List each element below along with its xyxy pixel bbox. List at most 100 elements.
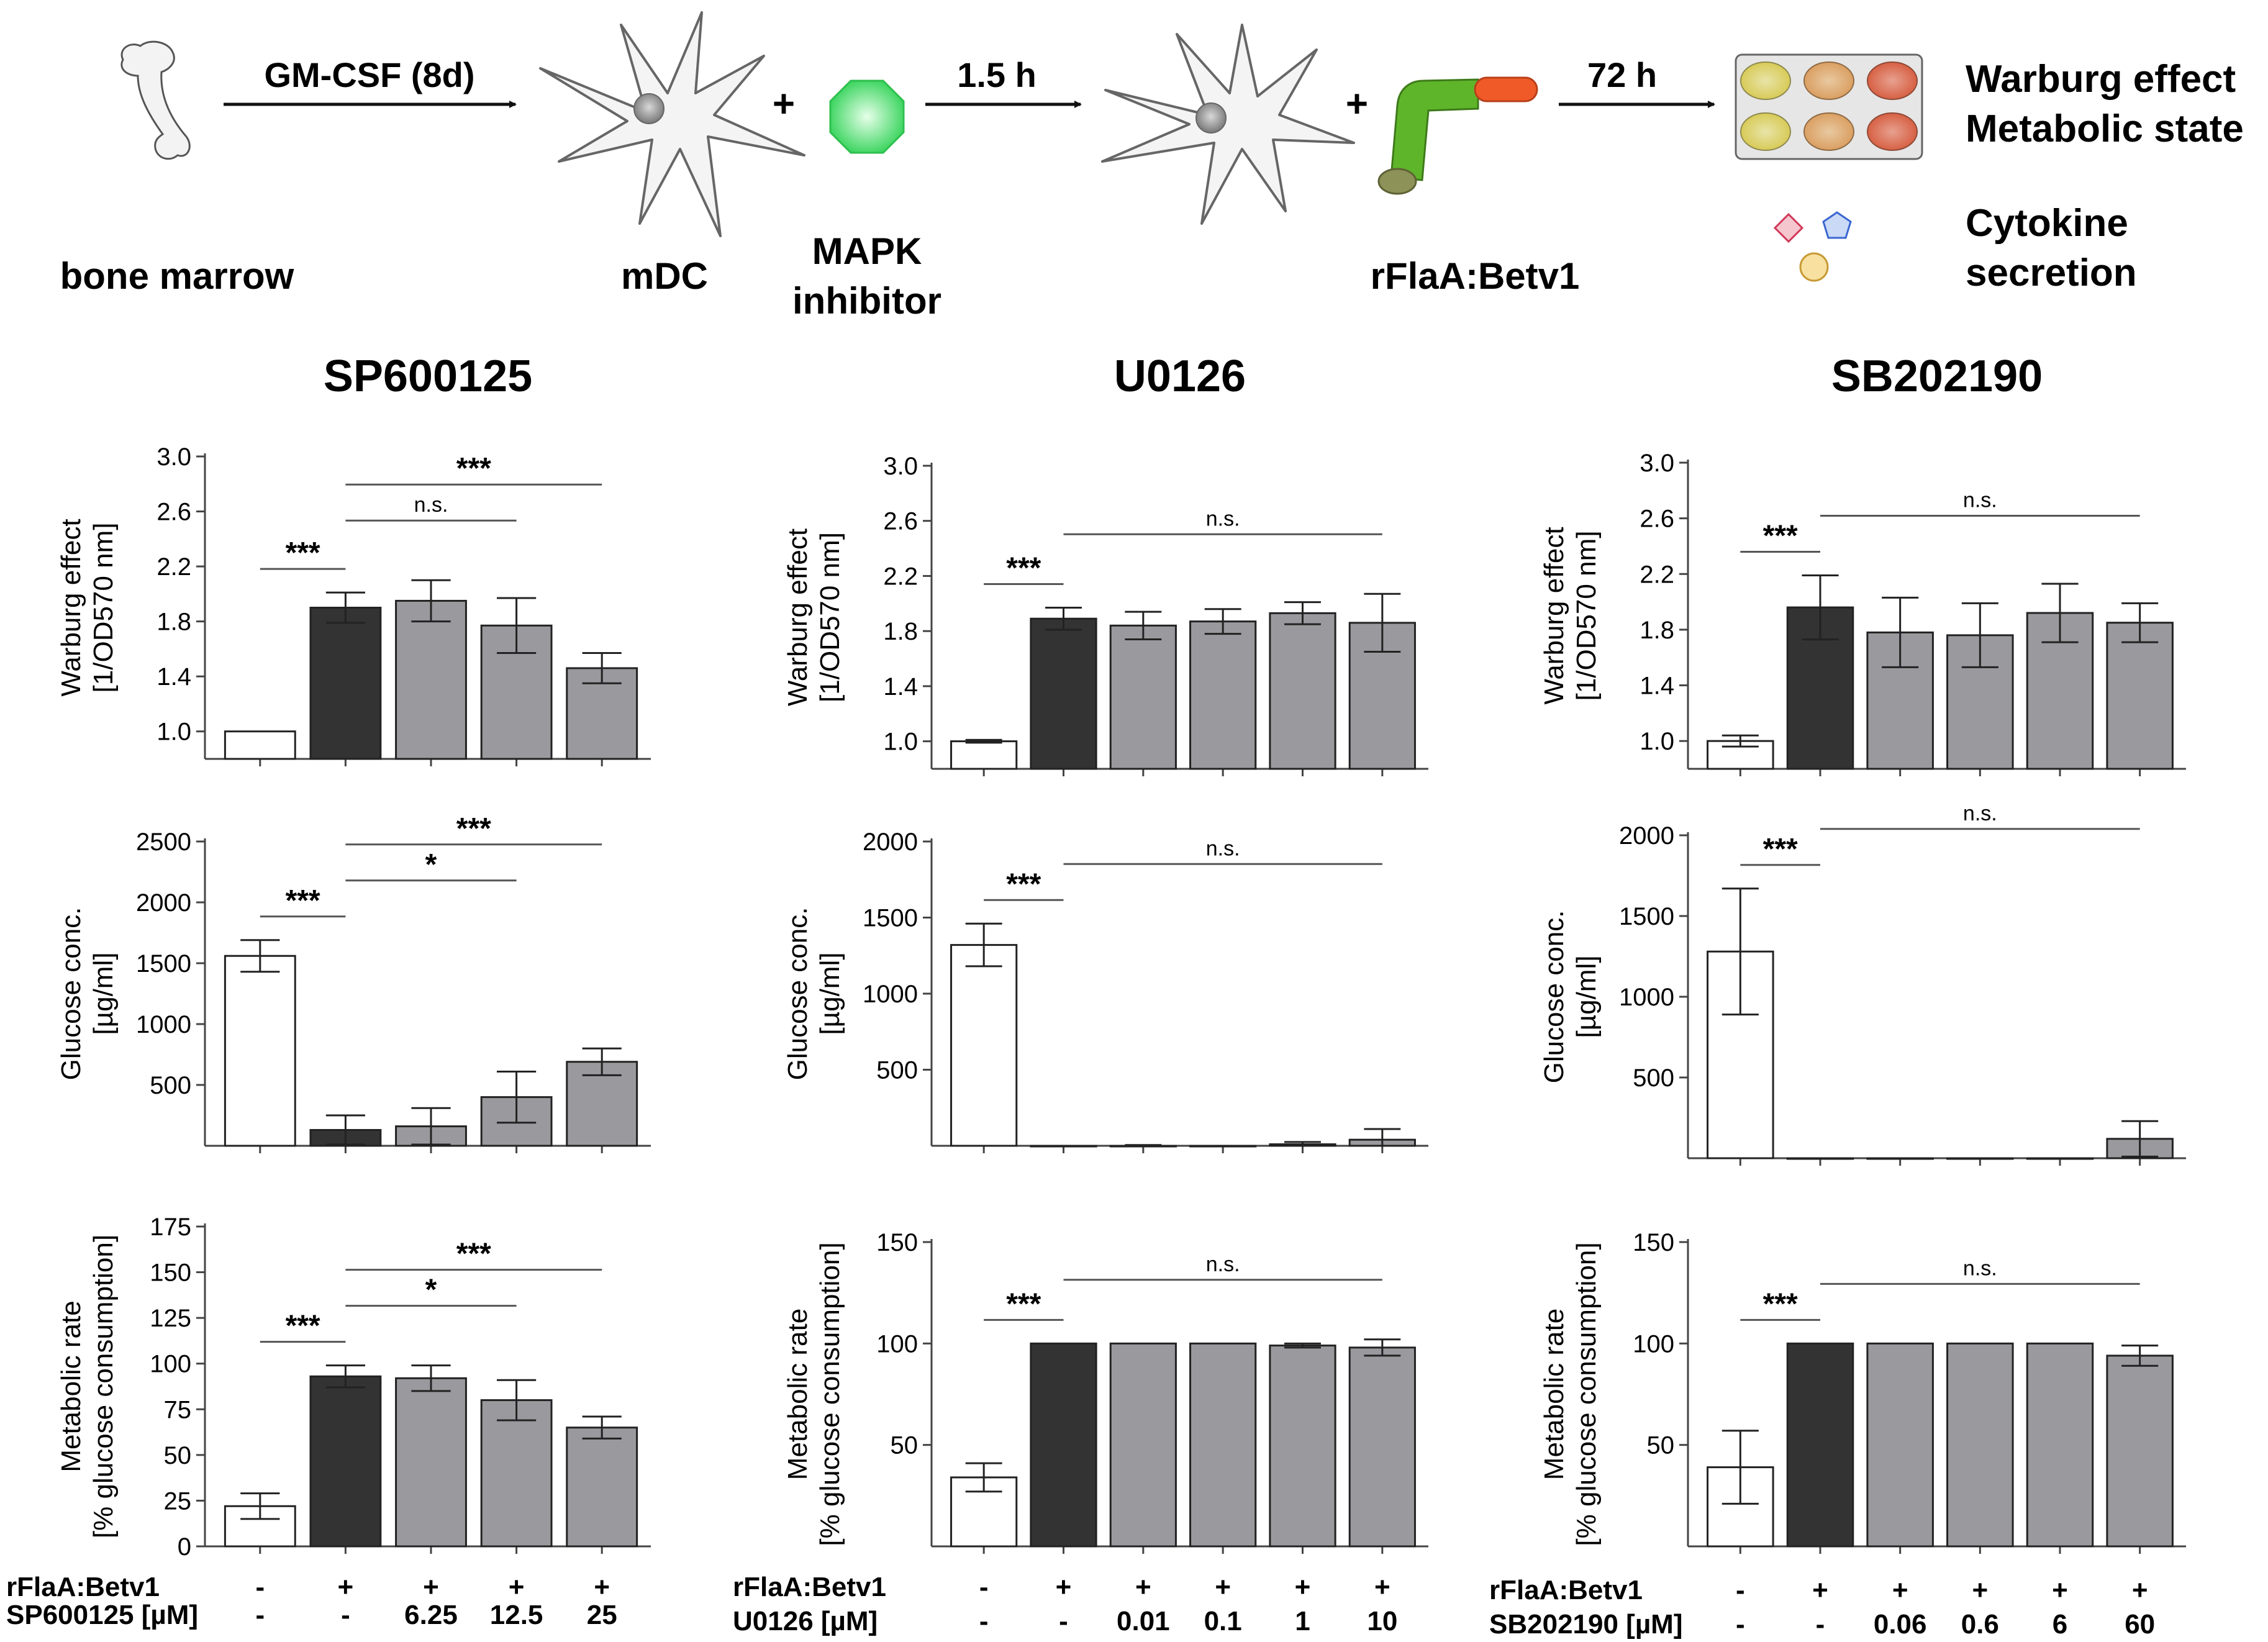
bar <box>2026 1342 2094 1548</box>
row2-value: 0.1 <box>1204 1606 1242 1636</box>
y-axis-label: Warburg effect <box>782 528 813 706</box>
bar <box>1348 1346 1416 1548</box>
y-tick-label: 2.6 <box>883 508 918 535</box>
bar <box>309 1375 382 1548</box>
y-tick-label: 1.4 <box>1640 673 1674 700</box>
y-axis-label: [1/OD570 nm] <box>815 532 845 702</box>
significance-label: n.s. <box>1963 1256 1997 1280</box>
y-tick-label: 50 <box>1647 1432 1675 1459</box>
dendritic-cell-icon <box>1101 24 1355 225</box>
y-axis-label: [µg/ml] <box>88 953 119 1035</box>
significance-label: *** <box>1763 833 1798 866</box>
y-axis-label: Glucose conc. <box>56 907 86 1081</box>
y-tick-label: 1000 <box>1619 984 1674 1011</box>
plus-sign-1: + <box>773 83 795 125</box>
y-tick-label: 100 <box>876 1330 918 1358</box>
row1-label: rFlaA:Betv1 <box>6 1572 160 1602</box>
significance-label: *** <box>456 1238 491 1271</box>
cytokine-pentagon-icon <box>1822 211 1852 239</box>
y-tick-label: 25 <box>164 1487 192 1515</box>
significance-label: *** <box>1006 551 1041 584</box>
significance-label: n.s. <box>1206 1253 1240 1276</box>
y-tick-label: 500 <box>150 1072 191 1099</box>
panel-title: U0126 <box>1114 352 1246 401</box>
y-axis-label: Glucose conc. <box>782 907 813 1081</box>
row1-value: + <box>1374 1572 1390 1602</box>
row1-label: rFlaA:Betv1 <box>1489 1575 1643 1605</box>
y-tick-label: 2.6 <box>156 499 191 526</box>
significance-label: *** <box>286 537 320 569</box>
y-tick-label: 2.2 <box>883 563 918 590</box>
y-tick-label: 1.8 <box>883 618 918 645</box>
significance-label: *** <box>1763 520 1798 553</box>
bar <box>395 1377 467 1548</box>
chart-panel: 0 25 50 75 100 125 150 175 Metabolic rate [% gluc… <box>6 1213 651 1630</box>
chart-panel: SP600125 1.0 1.4 1.8 2.2 2.6 3.0 Warburg effect… <box>56 352 651 766</box>
y-tick-label: 1.0 <box>883 728 918 756</box>
row1-value: + <box>2052 1575 2068 1605</box>
y-axis-label: Metabolic rate <box>56 1300 86 1472</box>
y-tick-label: 2000 <box>1619 822 1674 850</box>
row1-value: + <box>1056 1572 1072 1602</box>
significance-label: n.s. <box>414 493 448 517</box>
y-axis-label: [µg/ml] <box>1571 956 1602 1038</box>
y-tick-label: 1.0 <box>156 719 191 746</box>
y-tick-label: 75 <box>164 1396 192 1423</box>
significance-label: *** <box>1006 868 1041 900</box>
mapk-inhibitor-icon <box>829 79 905 154</box>
y-tick-label: 1.8 <box>156 609 191 636</box>
row1-value: + <box>423 1572 439 1602</box>
dendritic-cell-icon <box>539 11 805 237</box>
panel-title: SB202190 <box>1831 352 2043 401</box>
row1-value: + <box>1135 1572 1151 1602</box>
significance-label: *** <box>286 884 320 917</box>
y-tick-label: 1.4 <box>156 663 191 691</box>
row2-value: - <box>1816 1609 1825 1640</box>
row2-value: - <box>1059 1606 1068 1636</box>
y-axis-label: [1/OD570 nm] <box>1571 531 1602 701</box>
significance-label: *** <box>1763 1287 1798 1320</box>
schematic: GM-CSF (8d) bone marrow mDC + MAPK inhib… <box>60 11 2244 322</box>
bar <box>950 740 1018 770</box>
y-tick-label: 0 <box>178 1533 191 1561</box>
significance-label: * <box>425 848 437 881</box>
y-tick-label: 50 <box>891 1432 919 1459</box>
row1-value: - <box>1736 1575 1745 1605</box>
row2-value: - <box>341 1600 350 1630</box>
significance-label: n.s. <box>1963 489 1997 512</box>
inhibitor-label-2: inhibitor <box>792 280 941 322</box>
row2-label: SB202190 [µM] <box>1489 1609 1682 1640</box>
bar <box>1946 1157 2014 1160</box>
chart-panels: SP600125 1.0 1.4 1.8 2.2 2.6 3.0 Warburg effect… <box>6 352 2186 1640</box>
step3-label: 72 h <box>1587 55 1657 94</box>
row2-value: 60 <box>2125 1609 2155 1640</box>
y-tick-label: 1.0 <box>1640 728 1674 755</box>
bar <box>395 599 467 760</box>
chart-panel: 500 1000 1500 2000 Glucose conc. [µg/ml] *** n.… <box>1539 802 2186 1166</box>
row2-value: 12.5 <box>490 1600 543 1630</box>
row2-label: SP600125 [µM] <box>6 1600 198 1630</box>
bar <box>1189 1342 1257 1548</box>
y-tick-label: 1500 <box>863 905 918 932</box>
chart-panel: 50 100 150 Metabolic rate [% glucose consump… <box>1489 1229 2186 1640</box>
chart-panel: 500 1000 1500 2000 2500 Glucose conc. [µg/ml] *… <box>56 812 651 1153</box>
row1-value: + <box>1812 1575 1828 1605</box>
bar <box>1786 1342 1854 1548</box>
bar <box>1030 1342 1097 1548</box>
bar <box>1269 612 1336 770</box>
bone-marrow-label: bone marrow <box>60 255 294 297</box>
bar <box>950 944 1018 1147</box>
y-tick-label: 1000 <box>136 1011 191 1038</box>
y-axis-label: Metabolic rate <box>782 1309 813 1480</box>
bar <box>2106 622 2174 770</box>
bar <box>1786 1157 1854 1160</box>
bar <box>1109 624 1177 770</box>
y-axis-label: Glucose conc. <box>1539 910 1569 1084</box>
y-tick-label: 500 <box>1633 1064 1674 1092</box>
bar <box>2106 1354 2174 1548</box>
y-tick-label: 150 <box>150 1259 191 1287</box>
y-tick-label: 1500 <box>1619 903 1674 930</box>
row1-value: + <box>1295 1572 1311 1602</box>
cytokine-diamond-icon <box>1773 212 1804 243</box>
